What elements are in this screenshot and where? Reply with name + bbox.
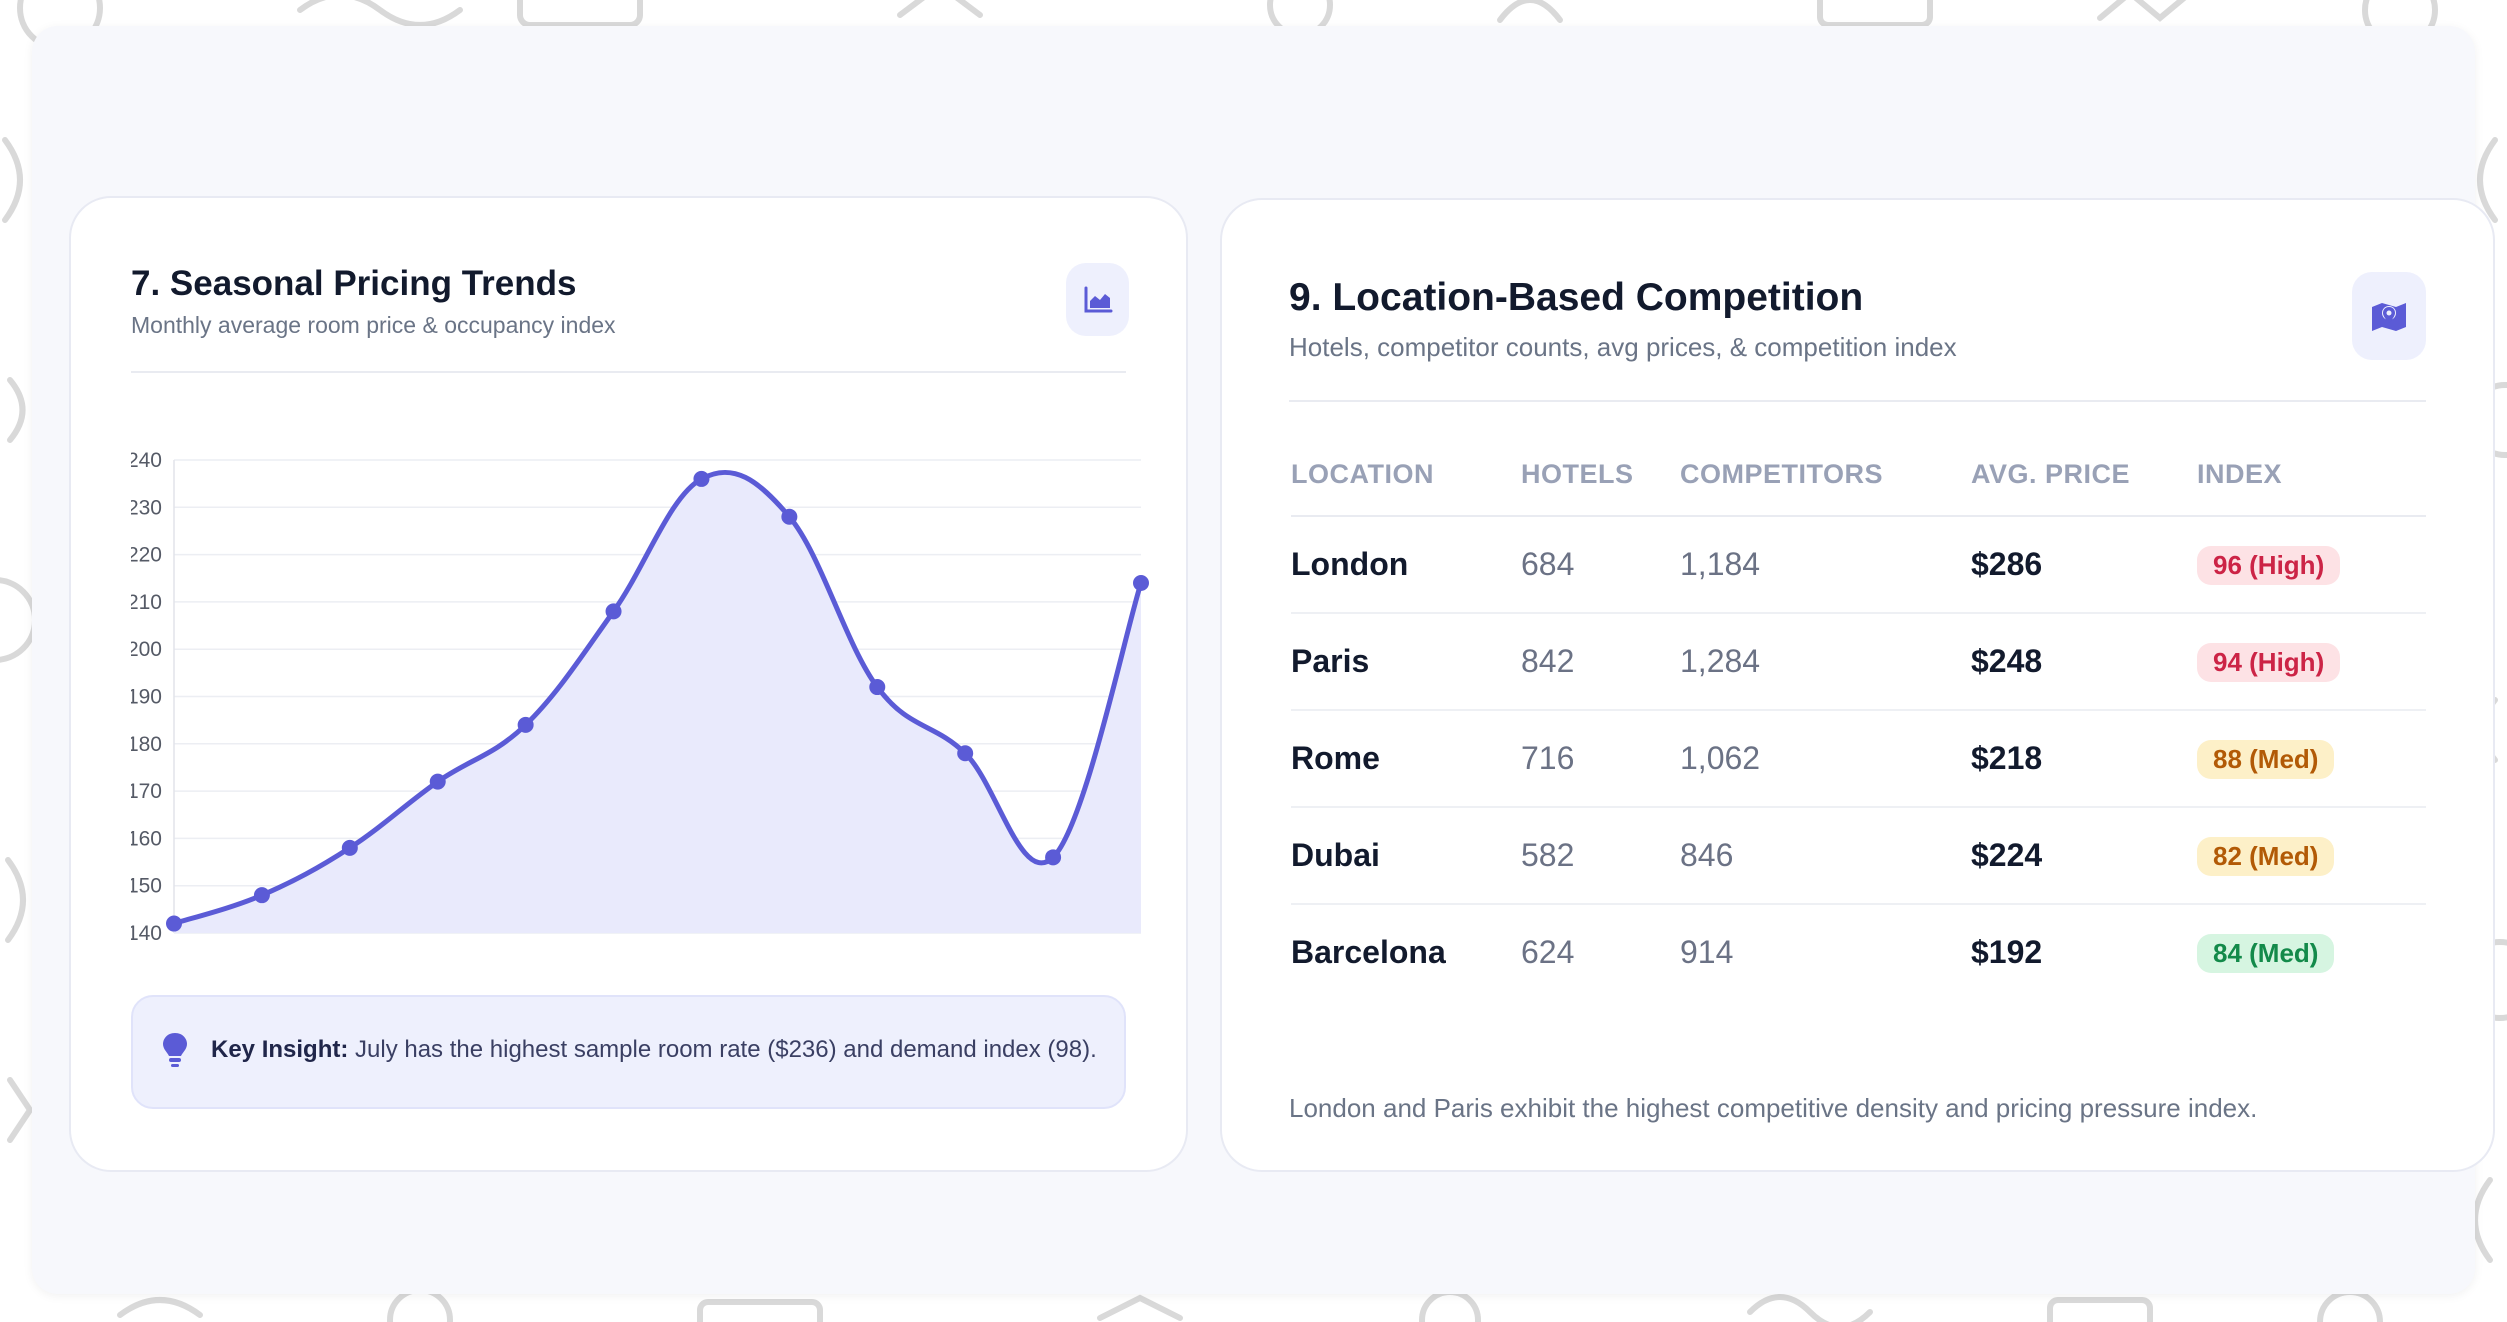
competitors-cell: 914: [1680, 934, 1734, 970]
seasonal-subtitle: Monthly average room price & occupancy i…: [131, 312, 616, 338]
data-point[interactable]: [1045, 849, 1062, 866]
data-point[interactable]: [341, 839, 358, 856]
seasonal-title: 7. Seasonal Pricing Trends: [131, 264, 577, 303]
location-cell: Paris: [1291, 613, 1521, 711]
table-row[interactable]: Barcelona 624 914 $192 84 (Med): [1291, 904, 2426, 1000]
hotels-cell: 624: [1521, 934, 1575, 970]
data-point[interactable]: [429, 773, 446, 790]
location-cell: London: [1291, 516, 1521, 614]
column-header-competitors[interactable]: COMPETITORS: [1680, 433, 1971, 517]
data-point[interactable]: [605, 603, 622, 620]
chart-y-axis: 240 230 220 210 200 190 180 170 160 150 140: [131, 449, 162, 945]
competition-subtitle: Hotels, competitor counts, avg prices, &…: [1289, 332, 1957, 362]
column-header-avg-price[interactable]: AVG. PRICE: [1971, 433, 2197, 517]
chart-type-button[interactable]: [1066, 263, 1129, 336]
index-badge: 96 (High): [2197, 545, 2341, 585]
data-point[interactable]: [957, 745, 974, 762]
location-competition-card: 9. Location-Based Competition Hotels, co…: [1220, 198, 2495, 1172]
hotels-cell: 582: [1521, 807, 1680, 905]
y-tick-label: 150: [131, 875, 162, 898]
table-row[interactable]: Paris 842 1,284 $248 94 (High): [1291, 613, 2426, 711]
data-point[interactable]: [1133, 574, 1149, 591]
lightbulb-icon: [163, 1033, 187, 1067]
key-insight-text: Key Insight: July has the highest sample…: [211, 1036, 1097, 1064]
competition-footnote: London and Paris exhibit the highest com…: [1289, 1093, 2258, 1123]
avg-price-cell: $218: [1971, 710, 2197, 808]
y-tick-label: 160: [131, 827, 162, 850]
avg-price-cell: $286: [1971, 516, 2197, 614]
y-tick-label: 180: [131, 733, 162, 756]
table-row[interactable]: Dubai 582 846 $224 82 (Med): [1291, 807, 2426, 905]
index-badge: 82 (Med): [2197, 836, 2335, 876]
column-header-hotels[interactable]: HOTELS: [1521, 433, 1680, 517]
area-chart-icon: [1084, 286, 1112, 312]
seasonal-pricing-card: 7. Seasonal Pricing Trends Monthly avera…: [69, 196, 1188, 1172]
seasonal-divider: [131, 371, 1126, 373]
hotels-cell: 842: [1521, 613, 1680, 711]
key-insight-body: July has the highest sample room rate ($…: [355, 1036, 1097, 1063]
y-tick-label: 210: [131, 591, 162, 614]
y-tick-label: 200: [131, 638, 162, 661]
y-tick-label: 140: [131, 922, 162, 945]
table-row[interactable]: Rome 716 1,062 $218 88 (Med): [1291, 710, 2426, 808]
location-cell: Dubai: [1291, 807, 1521, 905]
table-row[interactable]: London 684 1,184 $286 96 (High): [1291, 516, 2426, 614]
data-point[interactable]: [517, 716, 534, 733]
data-point[interactable]: [166, 915, 182, 932]
map-view-button[interactable]: [2352, 272, 2426, 360]
index-badge: 88 (Med): [2197, 739, 2335, 779]
avg-price-cell: $248: [1971, 613, 2197, 711]
competition-divider: [1289, 400, 2426, 402]
avg-price-cell: $192: [1971, 934, 2043, 970]
data-point[interactable]: [781, 508, 798, 525]
competitors-cell: 1,284: [1680, 613, 1971, 711]
avg-price-cell: $224: [1971, 807, 2197, 905]
column-header-location[interactable]: LOCATION: [1291, 433, 1521, 517]
competitors-cell: 1,184: [1680, 516, 1971, 614]
y-tick-label: 220: [131, 544, 162, 567]
hotels-cell: 716: [1521, 710, 1680, 808]
column-header-index[interactable]: INDEX: [2197, 433, 2426, 517]
competitors-cell: 846: [1680, 807, 1971, 905]
y-tick-label: 230: [131, 496, 162, 519]
dashboard-frame: 7. Seasonal Pricing Trends Monthly avera…: [32, 26, 2495, 1294]
y-tick-label: 190: [131, 686, 162, 709]
hotels-cell: 684: [1521, 516, 1680, 614]
data-point[interactable]: [693, 470, 710, 487]
price-area-fill: [174, 472, 1141, 933]
data-point[interactable]: [253, 887, 270, 904]
data-point[interactable]: [869, 679, 886, 696]
table-header-row: LOCATION HOTELS COMPETITORS AVG. PRICE I…: [1291, 433, 2426, 517]
y-tick-label: 240: [131, 449, 162, 472]
competition-title: 9. Location-Based Competition: [1289, 276, 1864, 319]
competitors-cell: 1,062: [1680, 710, 1971, 808]
location-cell: Barcelona: [1291, 934, 1446, 970]
key-insight-label: Key Insight:: [211, 1036, 349, 1063]
index-badge: 84 (Med): [2197, 933, 2335, 973]
map-pin-icon: [2372, 303, 2406, 331]
competition-table: LOCATION HOTELS COMPETITORS AVG. PRICE I…: [1291, 433, 2426, 1000]
index-badge: 94 (High): [2197, 642, 2341, 682]
location-cell: Rome: [1291, 710, 1521, 808]
price-points: [166, 470, 1149, 932]
key-insight-box: Key Insight: July has the highest sample…: [131, 995, 1126, 1109]
y-tick-label: 170: [131, 780, 162, 803]
